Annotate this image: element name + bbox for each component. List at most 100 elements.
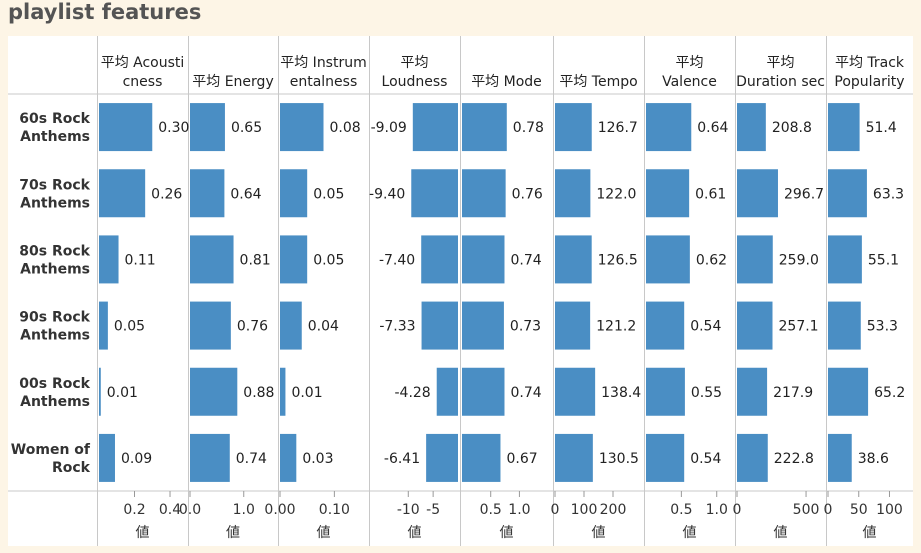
column-header: 平均 Track xyxy=(835,55,905,71)
bar xyxy=(462,103,507,152)
column-header: 平均 Instrum xyxy=(280,55,367,71)
row-label: 90s Rock xyxy=(19,310,90,326)
tick-label: 50 xyxy=(850,502,868,518)
bar xyxy=(421,235,458,284)
data-label: 0.64 xyxy=(230,186,261,202)
data-label: 53.3 xyxy=(867,319,898,335)
data-label: 122.0 xyxy=(596,186,636,202)
tick-label: 500 xyxy=(793,502,820,518)
bar xyxy=(646,103,692,152)
row-label: Anthems xyxy=(20,394,90,410)
bar-chart: 60s Rock Anthems 70s Rock Anthems 80s Rock An… xyxy=(8,36,913,546)
bar xyxy=(646,169,690,218)
bar xyxy=(99,433,115,482)
tick-label: -10 xyxy=(397,502,420,518)
data-label: 0.05 xyxy=(114,319,145,335)
data-label: 259.0 xyxy=(779,252,819,268)
bar xyxy=(462,301,504,350)
data-label: 65.2 xyxy=(874,385,905,401)
tick-label: 0 xyxy=(733,502,742,518)
data-label: 0.76 xyxy=(237,319,268,335)
axis-title: 値 xyxy=(592,525,606,541)
chart-panel: 60s Rock Anthems 70s Rock Anthems 80s Rock An… xyxy=(8,36,913,546)
bar xyxy=(737,433,768,482)
axis-title: 値 xyxy=(500,525,514,541)
column-header: Valence xyxy=(662,74,717,90)
bar xyxy=(190,103,225,152)
bar xyxy=(99,169,146,218)
bar xyxy=(646,235,690,284)
bar xyxy=(828,433,852,482)
tick-label: 0.5 xyxy=(480,502,502,518)
data-label: 0.67 xyxy=(506,451,537,467)
bar xyxy=(737,169,778,218)
data-label: 121.2 xyxy=(596,319,636,335)
data-label: 296.7 xyxy=(784,186,824,202)
bar xyxy=(737,235,773,284)
bar xyxy=(646,301,685,350)
bar xyxy=(737,367,768,416)
data-label: 0.64 xyxy=(697,120,728,136)
data-label: 0.62 xyxy=(696,252,727,268)
data-label: 0.08 xyxy=(330,120,361,136)
data-label: 0.30 xyxy=(158,120,189,136)
row-label: Rock xyxy=(52,460,91,476)
tick-label: 0 xyxy=(824,502,833,518)
bar xyxy=(828,301,861,350)
data-label: -7.33 xyxy=(379,319,415,335)
bar xyxy=(828,367,869,416)
bar xyxy=(555,301,591,350)
row-label: 80s Rock xyxy=(19,243,90,259)
data-label: -4.28 xyxy=(394,385,430,401)
data-label: 0.01 xyxy=(291,385,322,401)
bar xyxy=(280,367,286,416)
bar xyxy=(99,103,153,152)
column-header: 平均 xyxy=(401,55,429,71)
data-label: -9.09 xyxy=(371,120,407,136)
bar xyxy=(555,103,592,152)
tick-label: 0.2 xyxy=(123,502,145,518)
row-label: Women of xyxy=(11,442,91,458)
bar xyxy=(555,169,591,218)
bar xyxy=(462,367,505,416)
bar xyxy=(737,301,773,350)
data-label: 0.65 xyxy=(231,120,262,136)
tick-label: 0.0 xyxy=(179,502,201,518)
data-label: 0.73 xyxy=(510,319,541,335)
bar xyxy=(280,169,308,218)
bar xyxy=(646,367,685,416)
data-label: 0.01 xyxy=(107,385,138,401)
bar xyxy=(99,235,119,284)
column-header: Loudness xyxy=(382,74,448,90)
data-label: 55.1 xyxy=(868,252,899,268)
tick-label: 0.00 xyxy=(264,502,295,518)
data-label: 63.3 xyxy=(873,186,904,202)
data-label: 0.74 xyxy=(510,385,541,401)
row-label: 00s Rock xyxy=(19,376,90,392)
column-header: 平均 Mode xyxy=(471,74,542,90)
row-label: 70s Rock xyxy=(19,177,90,193)
data-label: -7.40 xyxy=(379,252,415,268)
data-label: 0.05 xyxy=(313,186,344,202)
bar xyxy=(555,433,593,482)
data-label: 0.74 xyxy=(236,451,267,467)
bar xyxy=(411,169,458,218)
bar xyxy=(462,235,505,284)
axis-title: 値 xyxy=(683,525,697,541)
bar xyxy=(462,433,501,482)
bar xyxy=(190,367,238,416)
bar xyxy=(280,103,324,152)
data-label: 0.04 xyxy=(308,319,339,335)
data-label: 0.11 xyxy=(125,252,156,268)
row-label: Anthems xyxy=(20,129,90,145)
axis-title: 値 xyxy=(863,525,877,541)
tick-label: 200 xyxy=(600,502,627,518)
row-label: Anthems xyxy=(20,328,90,344)
data-label: 0.05 xyxy=(313,252,344,268)
column-header: Duration sec xyxy=(736,74,825,90)
bar xyxy=(99,301,108,350)
axis-title: 値 xyxy=(408,525,422,541)
tick-label: 1.0 xyxy=(508,502,530,518)
data-label: 130.5 xyxy=(599,451,639,467)
data-label: 222.8 xyxy=(774,451,814,467)
